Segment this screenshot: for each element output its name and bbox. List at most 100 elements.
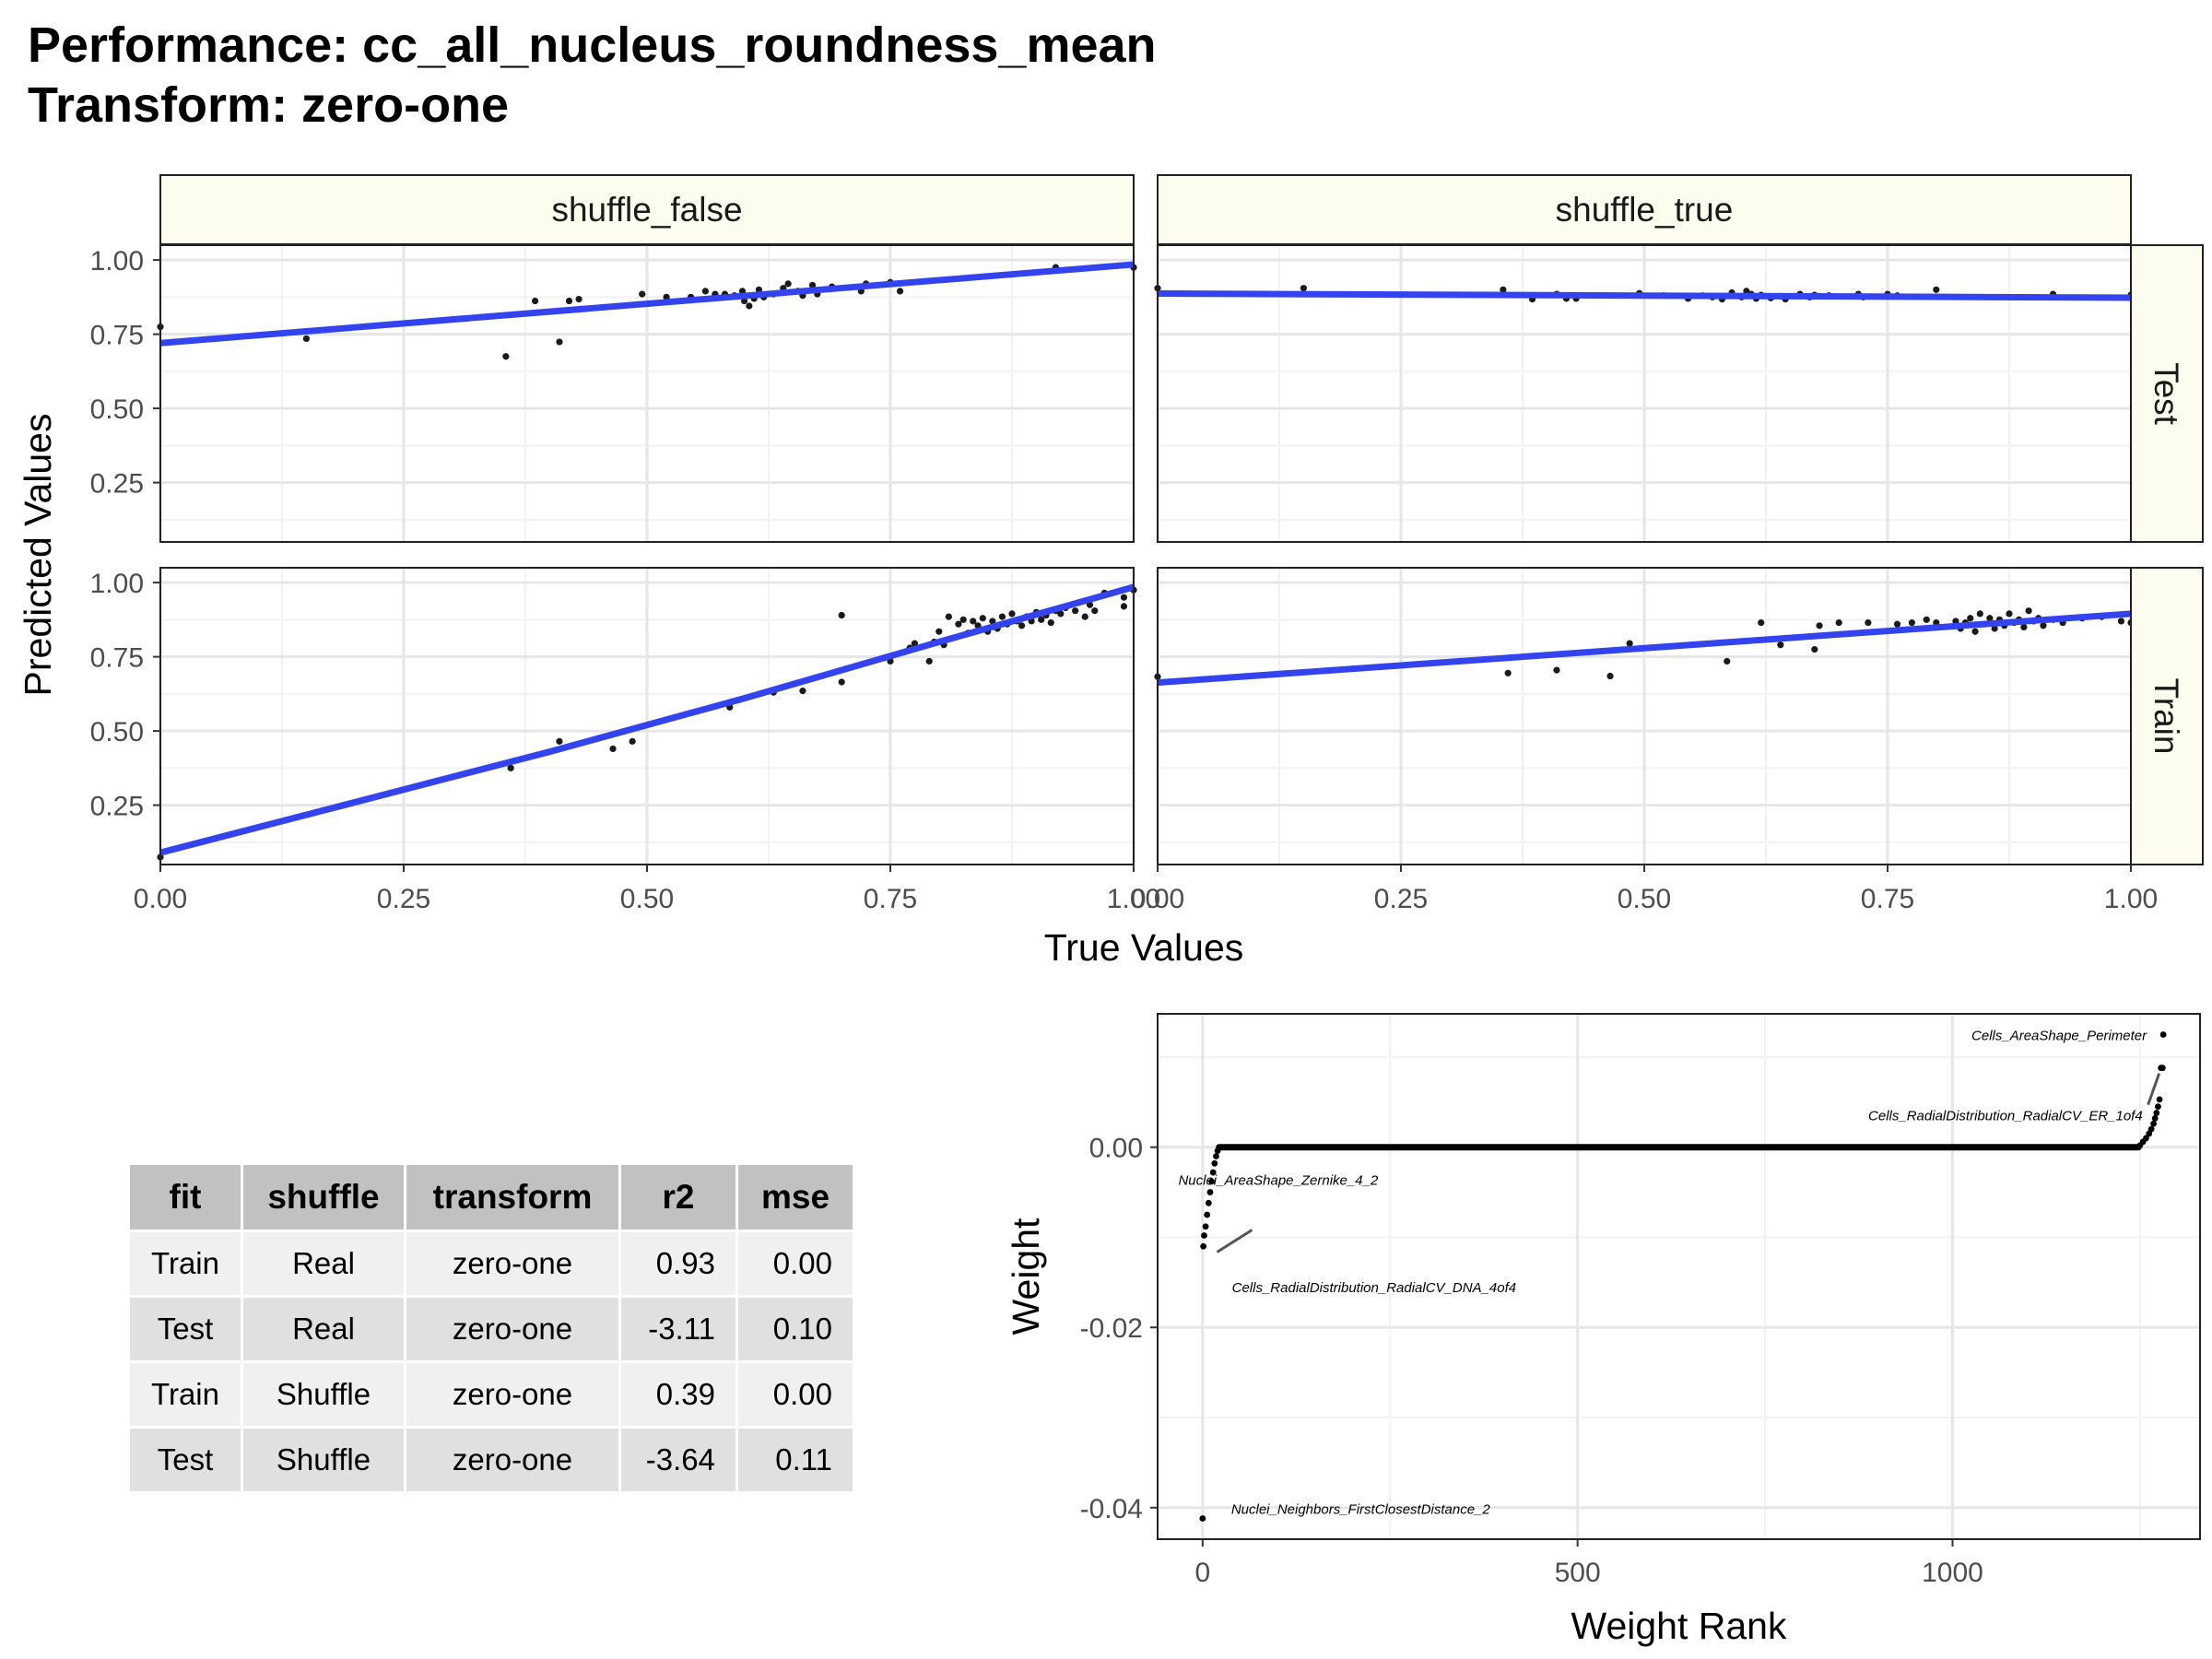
y-tick-label: 0.25 — [90, 792, 144, 822]
x-tick-label: 0.75 — [1861, 884, 1914, 914]
y-tick-label: 0.25 — [90, 469, 144, 500]
data-point — [1504, 669, 1512, 677]
y-tick-label: 1.00 — [90, 569, 144, 599]
data-point — [1057, 610, 1065, 618]
y-tick-label: 0.75 — [90, 643, 144, 674]
data-point — [896, 288, 904, 295]
data-point — [663, 293, 670, 300]
data-point — [1923, 616, 1930, 623]
facet-strip — [159, 174, 1135, 245]
data-point — [2147, 1125, 2155, 1133]
table-cell: Shuffle — [243, 1429, 404, 1491]
data-point — [1213, 1153, 1219, 1159]
table-cell: zero-one — [406, 1429, 618, 1491]
table-cell: Real — [243, 1298, 404, 1360]
data-point — [701, 288, 709, 295]
data-point — [1038, 616, 1045, 623]
data-point — [2025, 607, 2032, 615]
data-point — [1201, 1232, 1207, 1239]
data-point — [1081, 613, 1088, 620]
data-point — [556, 338, 563, 346]
data-point — [556, 737, 563, 745]
table-cell: 0.11 — [738, 1429, 853, 1491]
data-point — [2151, 1115, 2159, 1122]
data-point — [1091, 607, 1099, 615]
data-point — [2159, 1065, 2166, 1072]
y-tick-label: 1.00 — [90, 246, 144, 276]
feature-label: Cells_RadialDistribution_RadialCV_ER_1of… — [1868, 1109, 2143, 1124]
data-point — [609, 745, 617, 753]
data-point — [1816, 622, 1823, 629]
data-point — [959, 616, 967, 623]
feature-label: Nuclei_AreaShape_Zernike_4_2 — [1178, 1173, 1378, 1189]
table-header-row: fit shuffle transform r2 mse — [130, 1165, 853, 1230]
data-point — [1991, 625, 1998, 632]
weight-panel-background — [1158, 1014, 2200, 1539]
data-point — [970, 618, 977, 625]
fit-line — [159, 583, 1135, 856]
data-point — [2155, 1103, 2161, 1111]
facet-plot: shuffle_false shuffle_true Test Train 0.25 0.… — [17, 174, 2204, 969]
data-point — [2117, 618, 2125, 625]
data-point — [979, 615, 986, 622]
table-cell: Real — [243, 1232, 404, 1295]
data-point — [746, 302, 753, 310]
data-point — [1967, 615, 1974, 622]
table-header-cell: r2 — [621, 1165, 735, 1230]
data-point — [1811, 645, 1818, 653]
y-tick-label: 0.75 — [90, 321, 144, 351]
data-point — [955, 620, 962, 628]
table-cell: Test — [130, 1429, 241, 1491]
table-cell: -3.11 — [621, 1298, 735, 1360]
data-point — [1199, 1515, 1206, 1522]
data-point — [1500, 286, 1507, 293]
data-point — [1205, 1199, 1212, 1206]
table-row: Test Real zero-one -3.11 0.10 — [130, 1298, 853, 1360]
table-cell: zero-one — [406, 1232, 618, 1295]
table-header-cell: transform — [406, 1165, 618, 1230]
data-point — [2020, 623, 2028, 631]
x-axis-title: True Values — [1044, 926, 1244, 969]
data-point — [2006, 610, 2013, 618]
table-cell: Shuffle — [243, 1363, 404, 1426]
x-tick-label: 0.50 — [620, 884, 674, 914]
data-point — [1208, 1178, 1215, 1185]
data-point — [1204, 1211, 1211, 1218]
data-point — [1606, 672, 1614, 680]
label-leader-line — [1216, 1229, 1253, 1253]
facet-panel — [1154, 567, 2135, 865]
data-point — [1976, 610, 1983, 618]
data-point — [502, 353, 510, 360]
data-point — [1008, 610, 1016, 618]
table-row: Train Shuffle zero-one 0.39 0.00 — [130, 1363, 853, 1426]
data-point — [302, 335, 310, 343]
data-point — [1214, 1147, 1221, 1155]
x-axis-title: Weight Rank — [1571, 1605, 1787, 1647]
facet-strip-label: shuffle_false — [551, 191, 742, 229]
data-point — [2159, 1031, 2167, 1038]
data-point — [2150, 1120, 2157, 1127]
data-point — [1300, 285, 1307, 292]
table-cell: Train — [130, 1363, 241, 1426]
data-point — [1724, 657, 1731, 665]
table-cell: zero-one — [406, 1363, 618, 1426]
fit-line — [1157, 289, 2132, 301]
x-tick-label: 0.00 — [1131, 884, 1184, 914]
data-point — [2156, 1096, 2163, 1103]
x-tick-label: 500 — [1555, 1558, 1601, 1588]
x-tick-label: 0.50 — [1618, 884, 1671, 914]
data-point — [911, 640, 919, 647]
table-cell: -3.64 — [621, 1429, 735, 1491]
table-cell: Train — [130, 1232, 241, 1295]
table-row: Test Shuffle zero-one -3.64 0.11 — [130, 1429, 853, 1491]
data-point — [755, 286, 763, 293]
data-point — [1211, 1159, 1218, 1167]
data-point — [741, 297, 748, 305]
facet-strip — [2130, 567, 2204, 865]
x-tick-label: 0.25 — [377, 884, 430, 914]
facet-panel — [157, 244, 1137, 543]
facet-strip — [2130, 244, 2204, 543]
facet-panel — [1154, 244, 2135, 543]
table-cell: Test — [130, 1298, 241, 1360]
facet-strip-label: shuffle_true — [1556, 191, 1734, 229]
